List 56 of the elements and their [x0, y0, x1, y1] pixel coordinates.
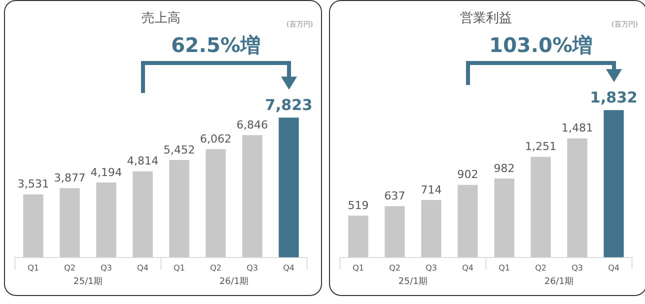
data-label: 1,251 [525, 140, 556, 154]
data-label: 4,814 [127, 154, 158, 168]
x-tick-label: Q2 [64, 263, 76, 272]
text: 25/1期 [73, 276, 103, 288]
x-tick-label: Q4 [283, 263, 294, 272]
x-tick-label: Q1 [352, 263, 364, 272]
bar [567, 138, 588, 258]
data-label: 902 [457, 168, 478, 182]
bar [458, 184, 478, 258]
chart-title: 営業利益 [460, 11, 512, 26]
bar [421, 200, 442, 258]
x-tick-label: Q3 [572, 263, 583, 272]
data-label: 519 [348, 199, 369, 212]
data-label: 7,823 [265, 96, 312, 114]
data-label: 637 [384, 190, 406, 203]
x-tick-label: Q2 [389, 263, 400, 272]
bar [494, 178, 514, 258]
data-label: 3,531 [18, 178, 49, 191]
x-tick-label: Q3 [100, 263, 112, 272]
text: 26/1期 [219, 276, 249, 288]
x-tick-label: Q1 [28, 263, 39, 272]
bar [604, 110, 624, 258]
data-label: 982 [494, 162, 515, 175]
data-label: 6,062 [200, 132, 232, 146]
x-tick-label: Q4 [137, 263, 148, 272]
data-label: 1,481 [562, 122, 593, 135]
bar [23, 194, 44, 258]
bar [60, 188, 80, 258]
data-label: 4,194 [90, 166, 122, 179]
x-tick-label: Q1 [498, 263, 510, 272]
bar [96, 182, 116, 258]
bar [242, 135, 262, 258]
chart-title: 売上高 [142, 10, 180, 26]
text: 25/1期 [398, 276, 428, 288]
data-label: 1,832 [590, 88, 638, 106]
x-tick-label: Q3 [246, 263, 258, 272]
data-label: 714 [420, 183, 442, 196]
text: 62.5%増 [171, 33, 260, 58]
data-label: 6,846 [236, 118, 268, 132]
x-tick-label: Q4 [462, 263, 474, 272]
data-label: 5,452 [164, 143, 195, 156]
x-tick-label: Q2 [210, 263, 222, 272]
bar [169, 160, 190, 258]
bar [206, 149, 226, 258]
data-label: 3,877 [54, 171, 86, 184]
bar [348, 216, 368, 258]
bar [278, 118, 299, 258]
text: 103.0%増 [489, 33, 592, 58]
x-tick-label: Q3 [426, 263, 437, 272]
bar [384, 206, 405, 258]
bar [530, 156, 551, 258]
bar [132, 171, 153, 258]
x-tick-label: Q1 [174, 263, 185, 272]
text: 26/1期 [544, 276, 574, 288]
x-tick-label: Q2 [535, 263, 546, 272]
x-tick-label: Q4 [608, 263, 620, 272]
